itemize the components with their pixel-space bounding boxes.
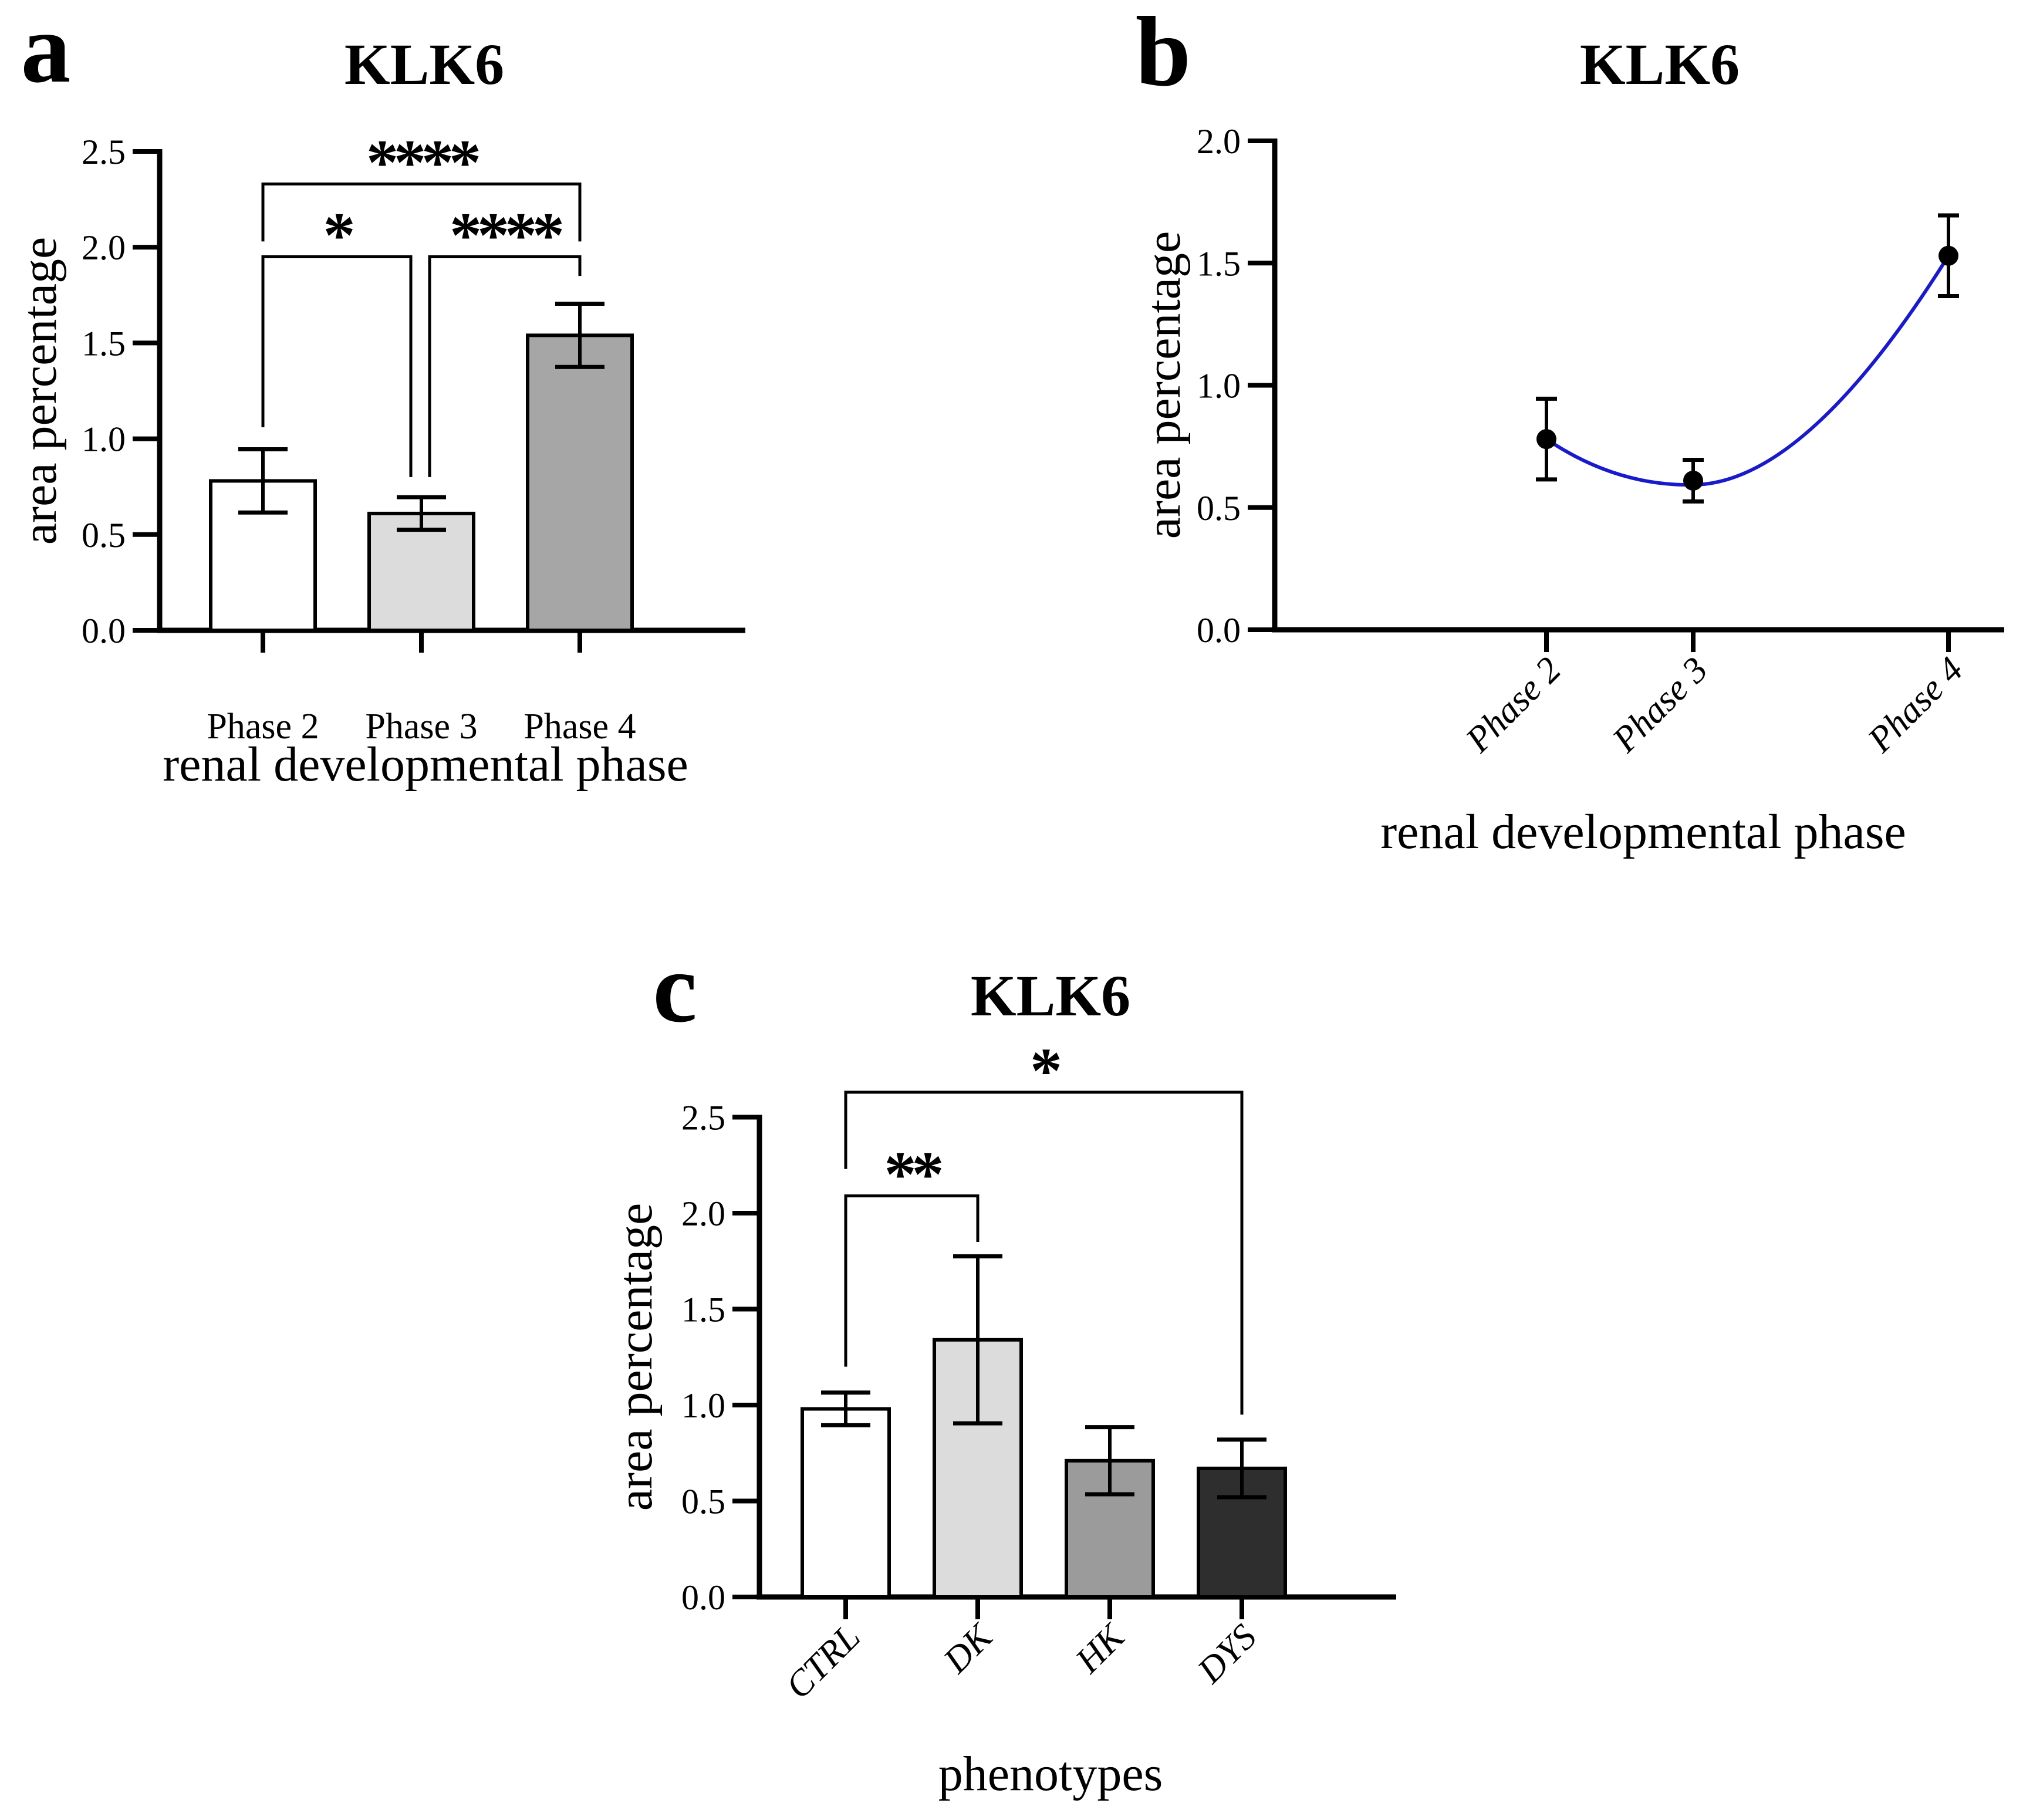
significance-bracket — [844, 1090, 1244, 1415]
y-tick-label: 0.5 — [1197, 489, 1241, 528]
y-tick-label: 0.0 — [1197, 611, 1241, 650]
panel-label-a: a — [21, 0, 71, 103]
x-axis-title: renal developmental phase — [1380, 805, 1906, 859]
x-axis-title: phenotypes — [938, 1747, 1163, 1801]
y-tick-label: 1.0 — [681, 1386, 725, 1425]
chart-title: KLK6 — [971, 963, 1130, 1028]
y-tick-label: 0.0 — [82, 612, 126, 650]
significance-bracket — [261, 255, 413, 477]
panel-label-c: c — [653, 933, 697, 1043]
category-label: Phase 4 — [524, 707, 636, 747]
y-tick-label: 1.0 — [1197, 367, 1241, 406]
y-tick-label: 2.5 — [681, 1099, 725, 1137]
category-label: Phase 2 — [207, 707, 319, 747]
fit-curve — [1545, 255, 1950, 487]
category-label: Phase 3 — [365, 707, 477, 747]
significance-bracket — [428, 255, 582, 477]
y-tick-label: 1.5 — [1197, 244, 1241, 283]
data-point-phase-2 — [1536, 429, 1556, 450]
y-tick-label: 1.5 — [681, 1291, 725, 1329]
data-point-phase-3 — [1683, 470, 1703, 491]
category-label: DK — [935, 1615, 1001, 1681]
panel-a: a KLK6 0.0 0.5 1.0 1.5 2.0 2.5 Phase 2 Phase 3 Pha… — [12, 0, 745, 792]
bar-phase-4 — [526, 333, 634, 632]
y-tick-label: 2.0 — [82, 228, 126, 267]
y-tick-label: 2.5 — [82, 133, 126, 171]
category-label: Phase 4 — [1860, 650, 1971, 761]
y-tick-label: 0.5 — [82, 516, 126, 555]
significance-label: **** — [366, 126, 479, 198]
y-tick-label: 1.0 — [82, 420, 126, 459]
y-axis-title: area percentage — [608, 1203, 663, 1511]
significance-label: **** — [450, 200, 562, 271]
y-tick-label: 0.0 — [681, 1578, 725, 1617]
data-point-phase-4 — [1938, 245, 1958, 266]
category-label: Phase 2 — [1458, 650, 1569, 761]
panel-label-b: b — [1136, 0, 1191, 107]
y-tick-label: 2.0 — [1197, 122, 1241, 161]
category-label: DYS — [1190, 1617, 1264, 1691]
y-tick-label: 1.5 — [82, 324, 126, 363]
category-label: HK — [1068, 1615, 1133, 1681]
significance-label: * — [1030, 1035, 1060, 1106]
chart-title: KLK6 — [345, 32, 504, 97]
category-label: CTRL — [778, 1617, 868, 1707]
bar-phase-3 — [367, 511, 475, 632]
y-tick-label: 2.0 — [681, 1194, 725, 1233]
y-axis-title: area percentage — [1136, 231, 1191, 539]
panel-b: b KLK6 0.0 0.5 1.0 1.5 2.0 Phase 2 Phase 3 Phase … — [1136, 0, 2004, 859]
y-tick-label: 0.5 — [681, 1483, 725, 1521]
significance-label: ** — [884, 1139, 942, 1210]
significance-bracket — [844, 1194, 980, 1367]
bar-ctrl — [801, 1407, 891, 1599]
y-axis-title: area percentage — [12, 237, 67, 545]
x-axis-title: renal developmental phase — [163, 737, 688, 792]
chart-title: KLK6 — [1580, 32, 1740, 97]
category-label: Phase 3 — [1605, 650, 1715, 761]
significance-label: * — [323, 200, 353, 271]
significance-bracket — [261, 182, 582, 242]
